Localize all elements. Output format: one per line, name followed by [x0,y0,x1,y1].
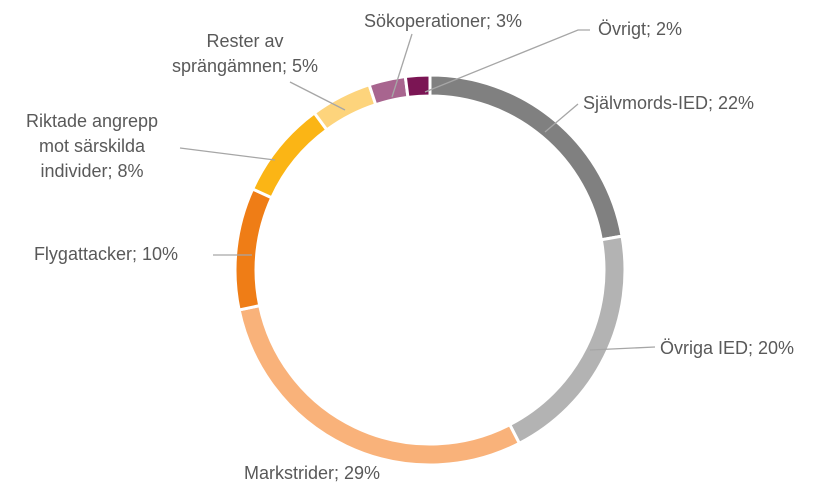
data-label-line: Flygattacker; 10% [34,244,178,264]
data-label: Rester av sprängämnen; 5% [172,31,318,76]
donut-segment [403,73,432,100]
data-label-line: Självmords-IED; 22% [583,93,754,113]
data-label-line: Övriga IED; 20% [660,338,794,358]
data-label-line: individer; 8% [40,161,143,181]
leader-line [589,346,656,351]
leader-line [179,147,276,161]
leader-line [391,33,413,98]
donut-segment [250,110,329,200]
donut-segment [507,234,627,446]
leader-line [544,103,579,133]
donut-segment [233,187,274,312]
data-label: Riktade angrepp mot särskilda individer; 8… [26,111,158,181]
data-label: Övriga IED; 20% [660,338,794,358]
data-label-line: sprängämnen; 5% [172,56,318,76]
data-label-line: Sökoperationer; 3% [364,11,522,31]
donut-segment [367,74,410,107]
donut-segment [312,82,378,132]
data-label-line: Markstrider; 29% [244,463,380,483]
donut-segment [237,303,522,467]
data-label-line: mot särskilda [39,136,146,156]
data-label: Flygattacker; 10% [34,244,178,264]
data-label-line: Övrigt; 2% [598,19,682,39]
data-label: Övrigt; 2% [598,19,682,39]
data-label-line: Rester av [206,31,283,51]
data-label: Markstrider; 29% [244,463,380,483]
leader-line [289,81,346,111]
data-label: Sökoperationer; 3% [364,11,522,31]
data-label: Självmords-IED; 22% [583,93,754,113]
data-label-line: Riktade angrepp [26,111,158,131]
leader-line [424,29,590,93]
